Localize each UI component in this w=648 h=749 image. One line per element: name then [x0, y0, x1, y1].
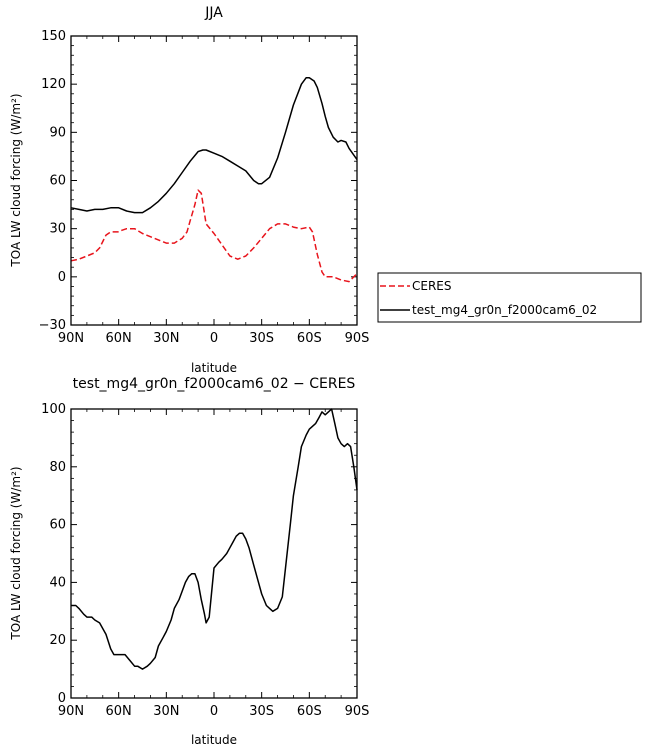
- top-chart-title: JJA: [204, 5, 223, 21]
- bottom-chart-xtick-label: 90S: [345, 704, 370, 719]
- legend-label-ceres: CERES: [412, 279, 452, 293]
- panel-top-chart: JJA TOA LW cloud forcing (W/m²) latitude…: [9, 5, 369, 375]
- bottom-chart-xtick-label: 60N: [106, 704, 132, 719]
- top-chart-ticks: [70, 35, 358, 326]
- top-chart-ytick-label: 60: [49, 174, 66, 189]
- top-chart-ytick-label: 120: [41, 77, 66, 92]
- top-chart-tick-labels: −30 0 30 60 90 120 150 90N 60N 30N 0 30S 60S 90S: [39, 29, 370, 346]
- bottom-chart-tick-labels: 0 20 40 60 80 100 90N 60N 30N 0 30S 60S 90S: [41, 402, 369, 719]
- top-chart-ytick-label: 0: [58, 270, 66, 285]
- bottom-chart-ytick-label: 0: [58, 691, 66, 706]
- top-chart-ytick-label: −30: [39, 318, 66, 333]
- bottom-chart-ylabel: TOA LW cloud forcing (W/m²): [9, 466, 23, 640]
- top-chart-series: [70, 76, 358, 283]
- bottom-chart-series-line-0: [71, 408, 358, 670]
- bottom-chart-xlabel: latitude: [191, 733, 237, 747]
- bottom-chart-title: test_mg4_gr0n_f2000cam6_02 − CERES: [73, 376, 356, 392]
- bottom-chart-xtick-label: 60S: [297, 704, 322, 719]
- top-chart-xlabel: latitude: [191, 361, 237, 375]
- top-chart-xtick-label: 90S: [345, 331, 370, 346]
- bottom-chart-ytick-label: 20: [49, 633, 66, 648]
- top-chart-ytick-label: 150: [41, 29, 66, 44]
- top-chart-series-line-0: [70, 189, 358, 283]
- panel-bottom-chart: test_mg4_gr0n_f2000cam6_02 − CERES TOA L…: [9, 376, 369, 747]
- bottom-chart-xtick-label: 30S: [249, 704, 274, 719]
- legend: CERES test_mg4_gr0n_f2000cam6_02: [377, 272, 642, 323]
- top-chart-plot-frame: [70, 35, 358, 326]
- bottom-chart-ytick-label: 80: [49, 460, 66, 475]
- bottom-chart-xtick-label: 90N: [58, 704, 84, 719]
- bottom-chart-ytick-label: 60: [49, 518, 66, 533]
- bottom-chart-xtick-label: 30N: [153, 704, 179, 719]
- top-chart-ytick-label: 30: [49, 222, 66, 237]
- top-chart-xtick-label: 0: [210, 331, 218, 346]
- top-chart-xtick-label: 60N: [106, 331, 132, 346]
- top-chart-xtick-label: 30S: [249, 331, 274, 346]
- bottom-chart-xtick-label: 0: [210, 704, 218, 719]
- bottom-chart-ytick-label: 40: [49, 575, 66, 590]
- legend-label-model: test_mg4_gr0n_f2000cam6_02: [412, 303, 597, 317]
- top-chart-xtick-label: 60S: [297, 331, 322, 346]
- legend-box: [377, 272, 642, 323]
- top-chart-ytick-label: 90: [49, 125, 66, 140]
- top-chart-xtick-label: 90N: [58, 331, 84, 346]
- bottom-chart-series: [71, 408, 358, 670]
- top-chart-ylabel: TOA LW cloud forcing (W/m²): [9, 93, 23, 267]
- top-chart-xtick-label: 30N: [153, 331, 179, 346]
- bottom-chart-plot-frame: [70, 408, 358, 699]
- bottom-chart-ytick-label: 100: [41, 402, 66, 417]
- top-chart-series-line-1: [70, 76, 358, 214]
